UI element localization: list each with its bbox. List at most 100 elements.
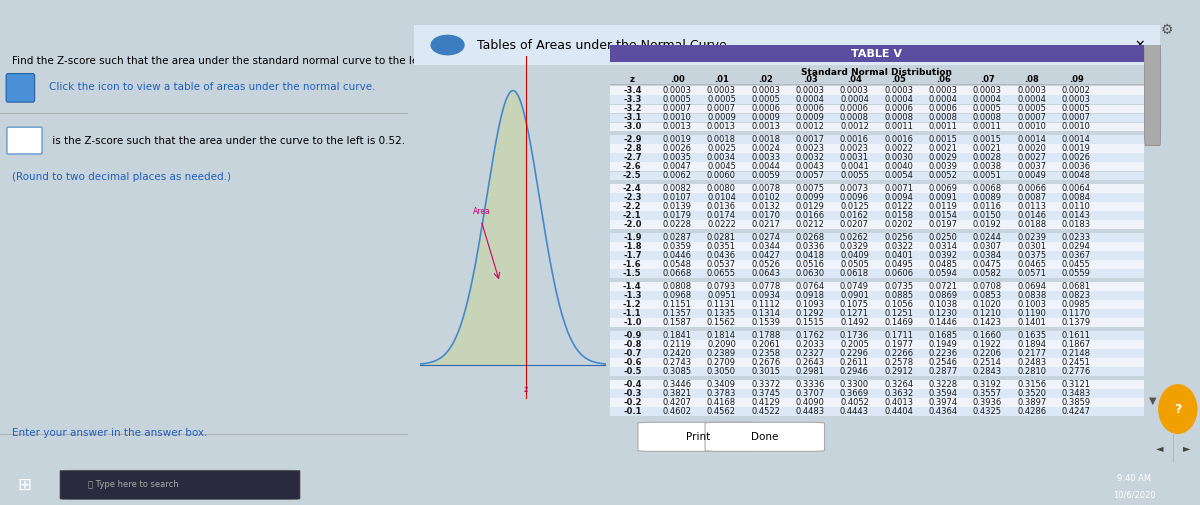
Text: -1.3: -1.3 — [623, 291, 642, 300]
Text: 0.0104: 0.0104 — [707, 193, 736, 202]
Text: 0.4443: 0.4443 — [840, 407, 869, 416]
Text: 0.0011: 0.0011 — [884, 122, 913, 131]
Text: 0.0244: 0.0244 — [973, 233, 1002, 242]
Text: 0.0006: 0.0006 — [929, 105, 958, 114]
Text: 0.2810: 0.2810 — [1018, 367, 1046, 376]
Text: -1.6: -1.6 — [623, 260, 642, 269]
Text: ▼: ▼ — [1148, 395, 1157, 406]
Text: 0.0735: 0.0735 — [884, 282, 913, 291]
Text: 0.2090: 0.2090 — [707, 340, 736, 349]
Text: 0.0028: 0.0028 — [973, 154, 1002, 162]
Text: ◄: ◄ — [1156, 443, 1163, 453]
Text: .05: .05 — [892, 75, 906, 84]
Text: 0.3594: 0.3594 — [929, 389, 958, 398]
Text: 0.2546: 0.2546 — [929, 358, 958, 367]
Text: .07: .07 — [980, 75, 995, 84]
Text: Click the icon to view a table of areas under the normal curve.: Click the icon to view a table of areas … — [49, 82, 376, 92]
Text: 0.0080: 0.0080 — [707, 184, 736, 193]
Text: 0.0256: 0.0256 — [884, 233, 913, 242]
Text: 0.0014: 0.0014 — [1062, 135, 1091, 144]
Text: .03: .03 — [803, 75, 817, 84]
Text: 0.3015: 0.3015 — [751, 367, 780, 376]
Text: 0.0006: 0.0006 — [840, 105, 869, 114]
Text: 0.0003: 0.0003 — [840, 86, 869, 95]
Text: 0.0217: 0.0217 — [751, 220, 780, 229]
Text: 0.0329: 0.0329 — [840, 242, 869, 251]
Text: 🔍 Type here to search: 🔍 Type here to search — [88, 480, 179, 489]
Text: 0.4522: 0.4522 — [751, 407, 780, 416]
Text: 0.0016: 0.0016 — [840, 135, 869, 144]
Text: 0.3520: 0.3520 — [1018, 389, 1046, 398]
Text: 0.0110: 0.0110 — [1062, 202, 1091, 211]
Text: 0.0322: 0.0322 — [884, 242, 913, 251]
Text: 0.1611: 0.1611 — [1062, 331, 1091, 340]
Text: 0.0918: 0.0918 — [796, 291, 824, 300]
Text: -2.8: -2.8 — [623, 144, 642, 153]
Text: 0.3936: 0.3936 — [973, 398, 1002, 407]
Text: 0.0019: 0.0019 — [662, 135, 691, 144]
Text: 0.0035: 0.0035 — [662, 154, 691, 162]
Text: -0.3: -0.3 — [623, 389, 642, 398]
Text: 0.0668: 0.0668 — [662, 269, 691, 278]
Text: 0.0885: 0.0885 — [884, 291, 913, 300]
Text: 0.0901: 0.0901 — [840, 291, 869, 300]
FancyBboxPatch shape — [610, 389, 1144, 397]
Text: 0.0015: 0.0015 — [929, 135, 958, 144]
Text: 0.0044: 0.0044 — [751, 162, 780, 171]
Text: 0.0005: 0.0005 — [1018, 105, 1046, 114]
Text: -0.7: -0.7 — [623, 349, 642, 358]
Text: 0.2611: 0.2611 — [840, 358, 869, 367]
Text: 0.0228: 0.0228 — [662, 220, 691, 229]
Text: 0.0066: 0.0066 — [1018, 184, 1046, 193]
Text: 0.0007: 0.0007 — [707, 105, 736, 114]
Text: 0.0089: 0.0089 — [973, 193, 1002, 202]
Text: 0.0139: 0.0139 — [662, 202, 691, 211]
Text: 0.0808: 0.0808 — [662, 282, 691, 291]
Text: 0.0034: 0.0034 — [707, 154, 736, 162]
FancyBboxPatch shape — [610, 291, 1144, 300]
Text: 0.0006: 0.0006 — [751, 105, 780, 114]
FancyBboxPatch shape — [610, 407, 1144, 416]
Text: 0.1314: 0.1314 — [751, 309, 780, 318]
Text: 0.0655: 0.0655 — [707, 269, 736, 278]
Text: 0.0060: 0.0060 — [707, 171, 736, 180]
Text: ►: ► — [1183, 443, 1190, 453]
Text: 0.0136: 0.0136 — [707, 202, 736, 211]
Text: 0.0869: 0.0869 — [929, 291, 958, 300]
Text: 0.0418: 0.0418 — [796, 251, 824, 260]
FancyBboxPatch shape — [610, 172, 1144, 180]
FancyBboxPatch shape — [610, 114, 1144, 122]
Text: 0.1635: 0.1635 — [1018, 331, 1046, 340]
Text: Done: Done — [751, 432, 779, 442]
FancyBboxPatch shape — [638, 422, 757, 451]
Text: 0.1562: 0.1562 — [707, 318, 736, 327]
Text: 0.0107: 0.0107 — [662, 193, 691, 202]
FancyBboxPatch shape — [6, 74, 35, 102]
Text: 0.2033: 0.2033 — [796, 340, 824, 349]
Text: 0.0023: 0.0023 — [796, 144, 824, 153]
Text: 0.0010: 0.0010 — [662, 114, 691, 122]
Text: 0.0084: 0.0084 — [1062, 193, 1091, 202]
FancyBboxPatch shape — [610, 358, 1144, 367]
Text: 0.0004: 0.0004 — [1018, 95, 1046, 105]
Text: 0.0336: 0.0336 — [796, 242, 824, 251]
Text: 0.1190: 0.1190 — [1018, 309, 1046, 318]
Text: 0.0010: 0.0010 — [1018, 122, 1046, 131]
Text: 0.2843: 0.2843 — [973, 367, 1002, 376]
Text: 0.0853: 0.0853 — [973, 291, 1002, 300]
Text: 0.0150: 0.0150 — [973, 211, 1002, 220]
Text: 0.1867: 0.1867 — [1062, 340, 1091, 349]
FancyBboxPatch shape — [610, 331, 1144, 340]
Text: 0.2148: 0.2148 — [1062, 349, 1091, 358]
Text: 0.0002: 0.0002 — [1062, 86, 1091, 95]
Text: 0.1894: 0.1894 — [1018, 340, 1046, 349]
Text: 0.0030: 0.0030 — [884, 154, 913, 162]
Text: 0.1922: 0.1922 — [973, 340, 1002, 349]
Text: 0.3557: 0.3557 — [973, 389, 1002, 398]
Text: 0.0032: 0.0032 — [796, 154, 824, 162]
Text: 0.2206: 0.2206 — [973, 349, 1002, 358]
Text: 0.0548: 0.0548 — [662, 260, 691, 269]
Text: 0.0233: 0.0233 — [1062, 233, 1091, 242]
Text: .01: .01 — [714, 75, 728, 84]
Text: 0.0537: 0.0537 — [707, 260, 736, 269]
